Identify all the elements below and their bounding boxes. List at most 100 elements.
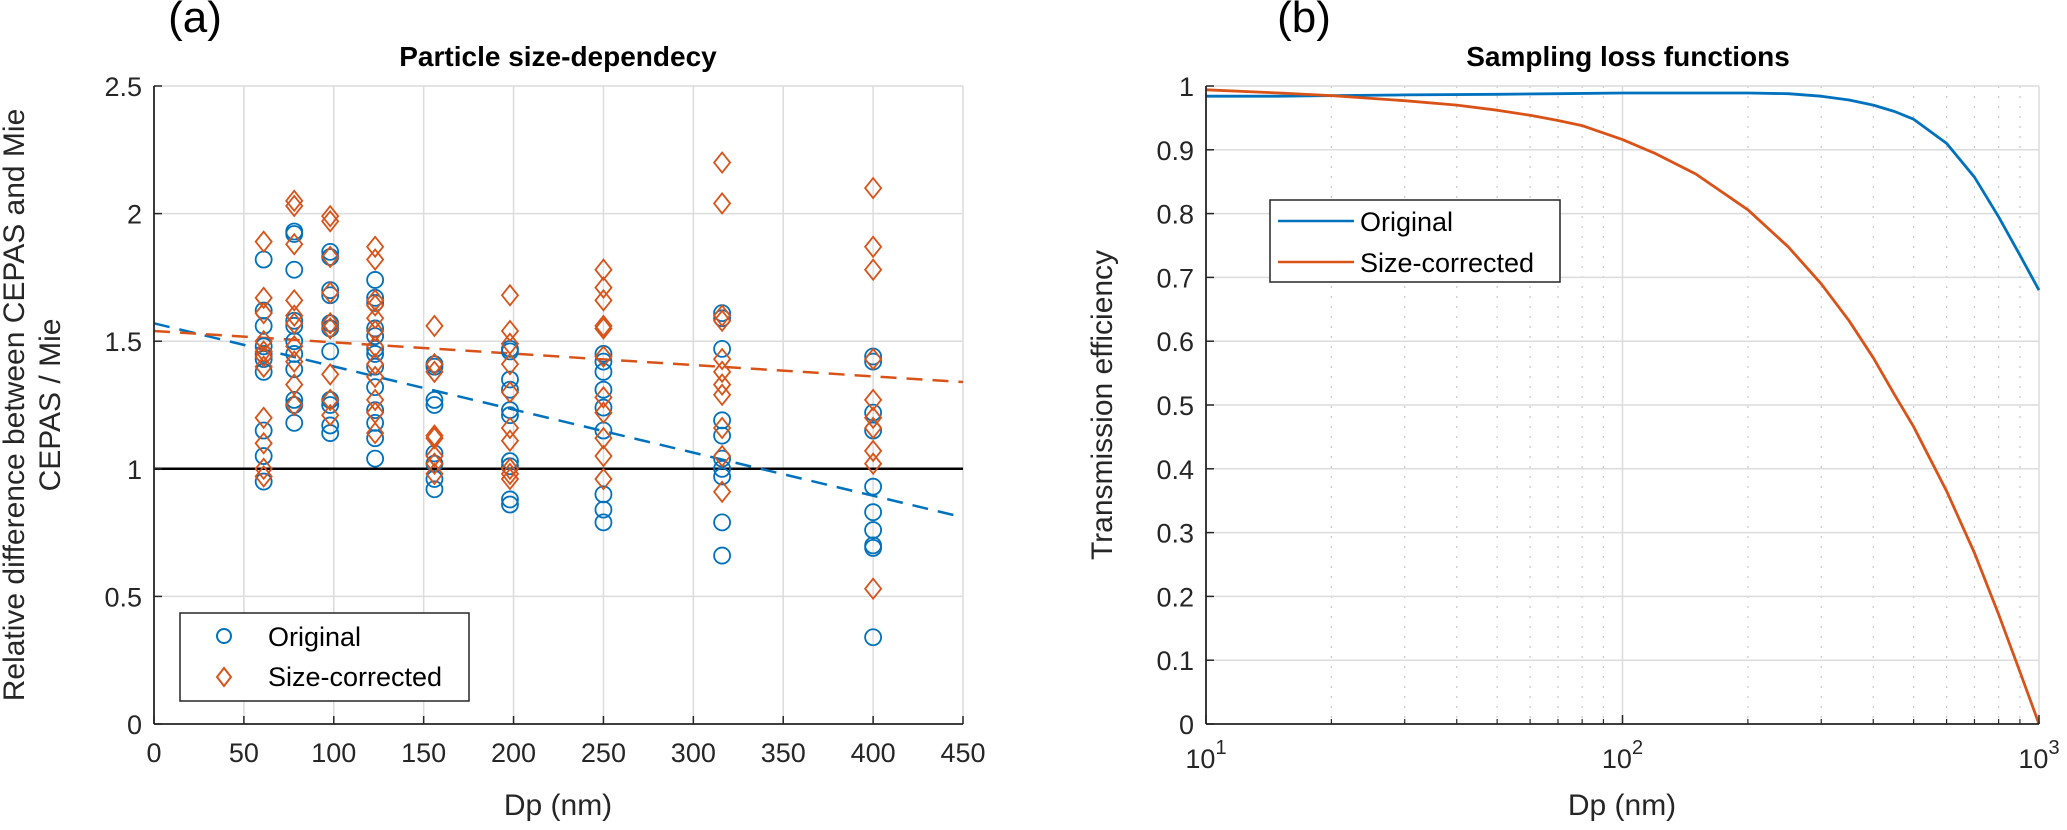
- y-tick-label: 1: [1179, 72, 1194, 102]
- data-point-size-corrected: [712, 309, 732, 333]
- legend-box: [1269, 199, 1561, 283]
- y-tick-label: 0.3: [1156, 519, 1194, 549]
- data-point-original: [254, 316, 273, 335]
- x-tick-label: 350: [761, 738, 806, 768]
- data-point-size-corrected: [594, 258, 613, 282]
- legend-diamond-marker-icon: [215, 666, 233, 688]
- data-point-size-corrected: [321, 281, 340, 305]
- data-point-size-corrected: [321, 209, 340, 233]
- panel-a-legend: Original Size-corrected: [179, 612, 470, 702]
- data-point-size-corrected: [500, 283, 520, 307]
- legend-label-size-corrected: Size-corrected: [1360, 248, 1534, 278]
- data-point-size-corrected: [365, 294, 385, 317]
- data-point-size-corrected: [500, 380, 520, 404]
- data-point-original: [254, 362, 273, 381]
- panel-b-lines: [1205, 88, 2041, 725]
- data-point-original: [713, 467, 731, 486]
- data-point-size-corrected: [863, 235, 883, 259]
- data-point-original: [501, 342, 519, 361]
- data-point-original: [594, 500, 613, 519]
- data-point-original: [713, 426, 731, 445]
- data-point-size-corrected: [712, 360, 732, 384]
- y-tick-label: 0.9: [1156, 136, 1194, 166]
- data-point-original: [366, 429, 385, 448]
- data-point-size-corrected: [365, 319, 385, 343]
- data-point-size-corrected: [425, 360, 444, 384]
- data-point-original: [501, 490, 519, 509]
- data-point-original: [713, 459, 731, 478]
- x-tick-label: 250: [581, 738, 626, 768]
- data-point-size-corrected: [321, 403, 340, 427]
- data-point-size-corrected: [712, 191, 732, 215]
- data-point-size-corrected: [712, 416, 732, 440]
- legend-label-original: Original: [1360, 207, 1453, 237]
- panel-b-legend: Original Size-corrected: [1269, 199, 1561, 283]
- data-point-size-corrected: [365, 235, 385, 259]
- legend-label-size-corrected: Size-corrected: [268, 662, 442, 692]
- x-tick-label: 450: [940, 738, 985, 768]
- y-tick-label: 0.7: [1156, 263, 1194, 293]
- data-point-size-corrected: [285, 232, 304, 256]
- series-line-size-corrected: [1205, 88, 2041, 725]
- data-point-size-corrected: [594, 426, 613, 450]
- data-point-original: [594, 398, 613, 417]
- data-point-size-corrected: [500, 416, 520, 440]
- data-point-size-corrected: [321, 311, 340, 335]
- data-point-size-corrected: [321, 204, 340, 228]
- data-point-size-corrected: [425, 452, 444, 476]
- data-point-size-corrected: [863, 577, 883, 601]
- data-point-size-corrected: [863, 439, 883, 463]
- x-tick-label: 100: [311, 738, 356, 768]
- data-point-size-corrected: [365, 388, 385, 412]
- data-point-size-corrected: [500, 467, 520, 491]
- y-tick-label: 0.8: [1156, 200, 1194, 230]
- data-point-original: [366, 378, 385, 397]
- x-tick-label: 102: [1602, 737, 1643, 774]
- data-point-original: [864, 539, 883, 557]
- data-point-original: [254, 472, 273, 491]
- data-point-size-corrected: [594, 288, 613, 312]
- data-point-size-corrected: [254, 339, 273, 363]
- data-point-size-corrected: [254, 406, 273, 430]
- data-point-original: [425, 396, 444, 414]
- data-point-size-corrected: [500, 457, 520, 481]
- panel-b-y-tick-labels: 0 0.1 0.2 0.3 0.4 0.5 0.6 0.7 0.8 0.9 1: [1156, 72, 1194, 740]
- data-point-size-corrected: [712, 151, 732, 175]
- x-tick-label: 103: [2018, 737, 2059, 774]
- data-point-size-corrected: [712, 373, 732, 397]
- panel-a-x-tick-labels: 0 50 100 150 200 250 300 350 400 450: [146, 738, 985, 768]
- data-point-original: [425, 480, 444, 499]
- trend-line-size-corrected: [153, 329, 964, 384]
- panel-a-label: (a): [168, 0, 222, 42]
- trend-line-original: [153, 322, 964, 519]
- y-tick-label: 0.2: [1156, 582, 1194, 612]
- data-point-size-corrected: [254, 355, 273, 379]
- data-point-size-corrected: [285, 304, 304, 328]
- x-tick-label: 150: [401, 738, 446, 768]
- data-point-original: [285, 260, 304, 279]
- x-tick-label: 300: [671, 738, 716, 768]
- y-tick-label: 0.5: [104, 582, 142, 612]
- data-point-size-corrected: [254, 301, 273, 325]
- panel-a-y-axis-label-line1: Relative difference between CEPAS and Mi…: [0, 109, 31, 702]
- data-point-size-corrected: [365, 352, 385, 376]
- data-point-size-corrected: [254, 230, 273, 254]
- data-point-original: [321, 416, 340, 435]
- data-point-size-corrected: [500, 319, 520, 343]
- x-tick-label: 0: [146, 738, 161, 768]
- data-point-size-corrected: [254, 457, 273, 481]
- data-point-original: [425, 470, 444, 488]
- data-point-size-corrected: [321, 316, 340, 340]
- y-tick-label: 0: [1179, 710, 1194, 740]
- y-tick-label: 0: [127, 710, 142, 740]
- panel-a-x-axis-label: Dp (nm): [504, 789, 612, 822]
- x-tick-label: 400: [851, 738, 896, 768]
- data-point-original: [254, 447, 273, 465]
- legend-box: [179, 612, 470, 702]
- data-point-size-corrected: [712, 383, 732, 407]
- data-point-original: [366, 345, 385, 363]
- data-point-original: [366, 449, 385, 468]
- data-point-size-corrected: [863, 258, 883, 282]
- data-point-size-corrected: [594, 444, 613, 468]
- data-point-size-corrected: [285, 334, 304, 358]
